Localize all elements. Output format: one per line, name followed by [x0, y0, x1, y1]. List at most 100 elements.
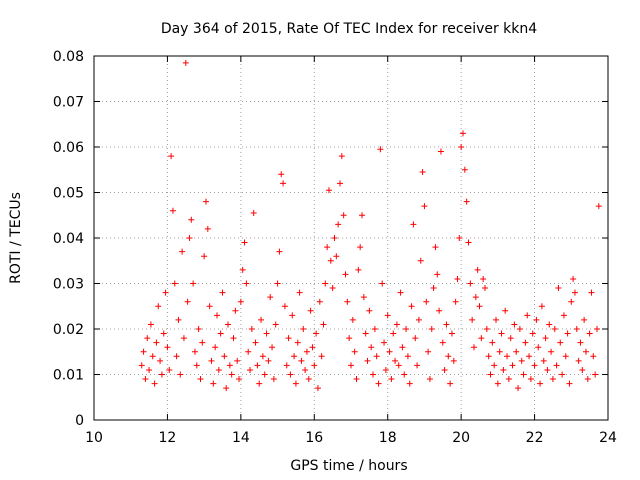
- x-tick-label: 10: [85, 430, 103, 446]
- data-point: [566, 380, 573, 387]
- x-tick-label: 20: [452, 430, 470, 446]
- data-point: [568, 298, 575, 305]
- data-point: [592, 371, 599, 378]
- data-point: [140, 348, 147, 355]
- y-tick-label: 0.05: [53, 186, 84, 202]
- data-point: [355, 266, 362, 273]
- data-point: [441, 366, 448, 373]
- data-point: [423, 298, 430, 305]
- data-point: [445, 353, 452, 360]
- data-point: [595, 203, 602, 210]
- data-point: [357, 244, 364, 251]
- data-point: [278, 171, 285, 178]
- data-point: [524, 312, 531, 319]
- data-point: [474, 266, 481, 273]
- data-point: [162, 289, 169, 296]
- data-point: [392, 357, 399, 364]
- data-point: [283, 362, 290, 369]
- data-point: [300, 326, 307, 332]
- data-point: [313, 330, 320, 337]
- data-point: [414, 362, 421, 369]
- data-point: [397, 289, 404, 296]
- data-point: [258, 316, 265, 323]
- data-point: [454, 275, 461, 282]
- data-point: [197, 376, 204, 383]
- data-point: [344, 298, 351, 305]
- data-point: [370, 371, 377, 378]
- data-point: [226, 362, 233, 369]
- data-point: [208, 357, 215, 364]
- data-point: [582, 348, 589, 355]
- data-point: [593, 326, 600, 332]
- data-point: [236, 376, 243, 383]
- data-point: [538, 303, 545, 310]
- data-point: [562, 353, 569, 360]
- x-tick-label: 18: [379, 430, 397, 446]
- data-point: [540, 357, 547, 364]
- data-point: [480, 275, 487, 282]
- data-point: [311, 362, 318, 369]
- data-point: [489, 339, 496, 346]
- data-point: [494, 380, 501, 387]
- data-point: [360, 294, 367, 301]
- data-point: [581, 316, 588, 323]
- data-point: [557, 339, 564, 346]
- data-point: [188, 216, 195, 223]
- data-point: [180, 335, 187, 342]
- data-point: [230, 335, 237, 342]
- data-point: [164, 344, 171, 351]
- data-point: [296, 289, 303, 296]
- data-point: [511, 321, 518, 328]
- data-point: [516, 326, 523, 332]
- data-point: [263, 330, 270, 337]
- data-point: [320, 321, 327, 328]
- data-point: [399, 344, 406, 351]
- data-point: [470, 344, 477, 351]
- data-point: [305, 376, 312, 383]
- data-point: [588, 289, 595, 296]
- data-point: [439, 339, 446, 346]
- data-point: [459, 130, 466, 137]
- data-point: [340, 212, 347, 219]
- data-point: [349, 316, 356, 323]
- data-point: [381, 339, 388, 346]
- data-point: [505, 376, 512, 383]
- data-point: [322, 280, 329, 287]
- data-point: [316, 298, 323, 305]
- data-point: [476, 303, 483, 310]
- x-tick-label: 16: [305, 430, 323, 446]
- data-point: [307, 307, 314, 314]
- data-point: [548, 348, 555, 355]
- data-point: [329, 285, 336, 292]
- data-point: [529, 330, 536, 337]
- data-point: [351, 348, 358, 355]
- x-tick-label: 24: [599, 430, 617, 446]
- tick-labels: 10 12 14 16 18 20 22 24 0 0.01 0.02 0.03 0.04 0.05 0.0…: [53, 49, 617, 446]
- data-point: [434, 271, 441, 278]
- data-point: [463, 198, 470, 205]
- data-point: [177, 371, 184, 378]
- data-point: [158, 371, 165, 378]
- data-point: [570, 275, 577, 282]
- data-point: [353, 376, 360, 383]
- data-point: [291, 353, 298, 360]
- y-tick-label: 0.04: [53, 231, 84, 247]
- data-point: [223, 385, 230, 392]
- chart-title: Day 364 of 2015, Rate Of TEC Index for r…: [161, 21, 537, 37]
- data-point: [437, 148, 444, 155]
- data-point: [204, 225, 211, 232]
- data-point: [182, 59, 189, 66]
- data-points: [138, 59, 602, 392]
- data-point: [551, 326, 558, 332]
- data-point: [393, 321, 400, 328]
- data-point: [261, 371, 268, 378]
- data-point: [546, 321, 553, 328]
- data-point: [225, 321, 232, 328]
- data-point: [544, 366, 551, 373]
- data-point: [202, 198, 209, 205]
- data-point: [232, 307, 239, 314]
- data-point: [575, 357, 582, 364]
- data-point: [281, 303, 288, 310]
- y-tick-label: 0.03: [53, 277, 84, 293]
- data-point: [549, 376, 556, 383]
